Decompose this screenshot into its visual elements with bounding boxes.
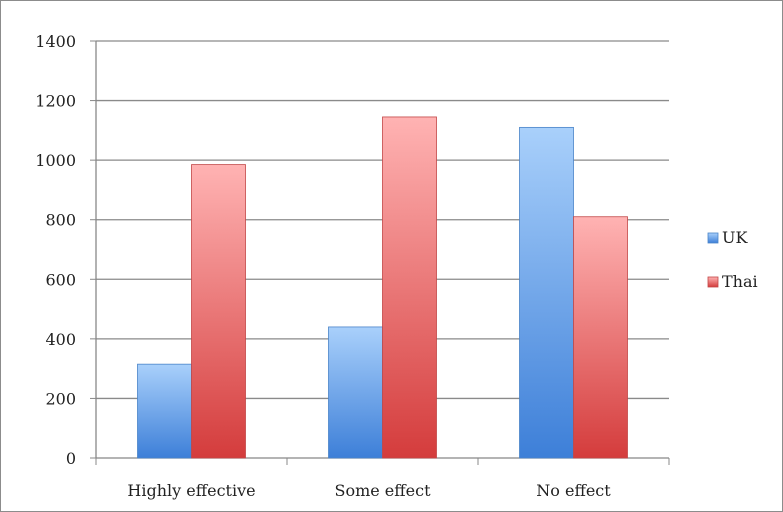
- bars: [137, 116, 628, 459]
- x-category-label: No effect: [536, 481, 611, 500]
- bar-uk-no-effect: [519, 126, 574, 459]
- y-tick-label: 200: [45, 389, 76, 408]
- legend-swatch-thai: [707, 276, 719, 288]
- bar-uk-highly-effective: [137, 363, 192, 459]
- legend-label-thai: Thai: [722, 272, 758, 291]
- legend-swatch-uk: [707, 232, 719, 244]
- x-category-label: Highly effective: [127, 481, 255, 500]
- x-category-label: Some effect: [334, 481, 431, 500]
- bar-uk-some-effect: [328, 326, 383, 459]
- bar-thai-no-effect: [573, 216, 628, 459]
- x-axis: Highly effective Some effect No effect: [95, 458, 670, 500]
- bar-thai-some-effect: [382, 116, 437, 459]
- legend: UK Thai: [707, 228, 758, 291]
- y-tick-label: 600: [45, 270, 76, 289]
- y-axis: 0 200 400 600 800 1000 1200 1400: [35, 32, 97, 468]
- y-tick-label: 0: [66, 449, 76, 468]
- y-tick-label: 800: [45, 211, 76, 230]
- y-tick-label: 1200: [35, 92, 76, 111]
- y-tick-label: 1400: [35, 32, 76, 51]
- y-tick-label: 400: [45, 330, 76, 349]
- legend-label-uk: UK: [722, 228, 748, 247]
- bar-thai-highly-effective: [191, 164, 246, 459]
- y-tick-label: 1000: [35, 151, 76, 170]
